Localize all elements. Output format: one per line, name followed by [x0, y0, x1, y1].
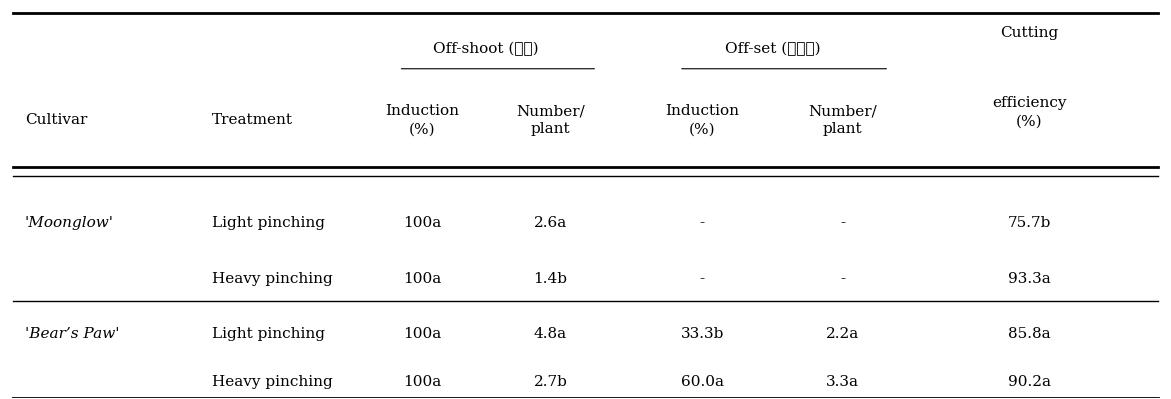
- Text: Heavy pinching: Heavy pinching: [212, 375, 333, 389]
- Text: -: -: [700, 216, 705, 230]
- Text: Treatment: Treatment: [212, 113, 293, 127]
- Text: Off-set (단측지): Off-set (단측지): [725, 42, 820, 56]
- Text: 'Moonglow': 'Moonglow': [25, 216, 114, 230]
- Text: 75.7b: 75.7b: [1008, 216, 1052, 230]
- Text: efficiency
(%): efficiency (%): [992, 96, 1067, 128]
- Text: 93.3a: 93.3a: [1008, 272, 1050, 286]
- Text: Number/
plant: Number/ plant: [516, 104, 584, 136]
- Text: -: -: [840, 272, 845, 286]
- Text: 2.6a: 2.6a: [534, 216, 567, 230]
- Text: Light pinching: Light pinching: [212, 327, 324, 341]
- Text: Cultivar: Cultivar: [25, 113, 87, 127]
- Text: 3.3a: 3.3a: [826, 375, 860, 389]
- Text: 100a: 100a: [403, 375, 441, 389]
- Text: 60.0a: 60.0a: [680, 375, 724, 389]
- Text: 2.2a: 2.2a: [826, 327, 860, 341]
- Text: Induction
(%): Induction (%): [385, 104, 459, 136]
- Text: Cutting: Cutting: [1000, 26, 1059, 40]
- Text: -: -: [840, 216, 845, 230]
- Text: 1.4b: 1.4b: [534, 272, 568, 286]
- Text: Induction
(%): Induction (%): [665, 104, 739, 136]
- Text: 4.8a: 4.8a: [534, 327, 567, 341]
- Text: 85.8a: 85.8a: [1008, 327, 1050, 341]
- Text: -: -: [700, 272, 705, 286]
- Text: 'Bear’s Paw': 'Bear’s Paw': [25, 327, 119, 341]
- Text: 2.7b: 2.7b: [534, 375, 568, 389]
- Text: 90.2a: 90.2a: [1008, 375, 1050, 389]
- Text: Light pinching: Light pinching: [212, 216, 324, 230]
- Text: 33.3b: 33.3b: [680, 327, 724, 341]
- Text: Off-shoot (측지): Off-shoot (측지): [433, 42, 539, 56]
- Text: Heavy pinching: Heavy pinching: [212, 272, 333, 286]
- Text: 100a: 100a: [403, 216, 441, 230]
- Text: 100a: 100a: [403, 272, 441, 286]
- Text: Number/
plant: Number/ plant: [808, 104, 877, 136]
- Text: 100a: 100a: [403, 327, 441, 341]
